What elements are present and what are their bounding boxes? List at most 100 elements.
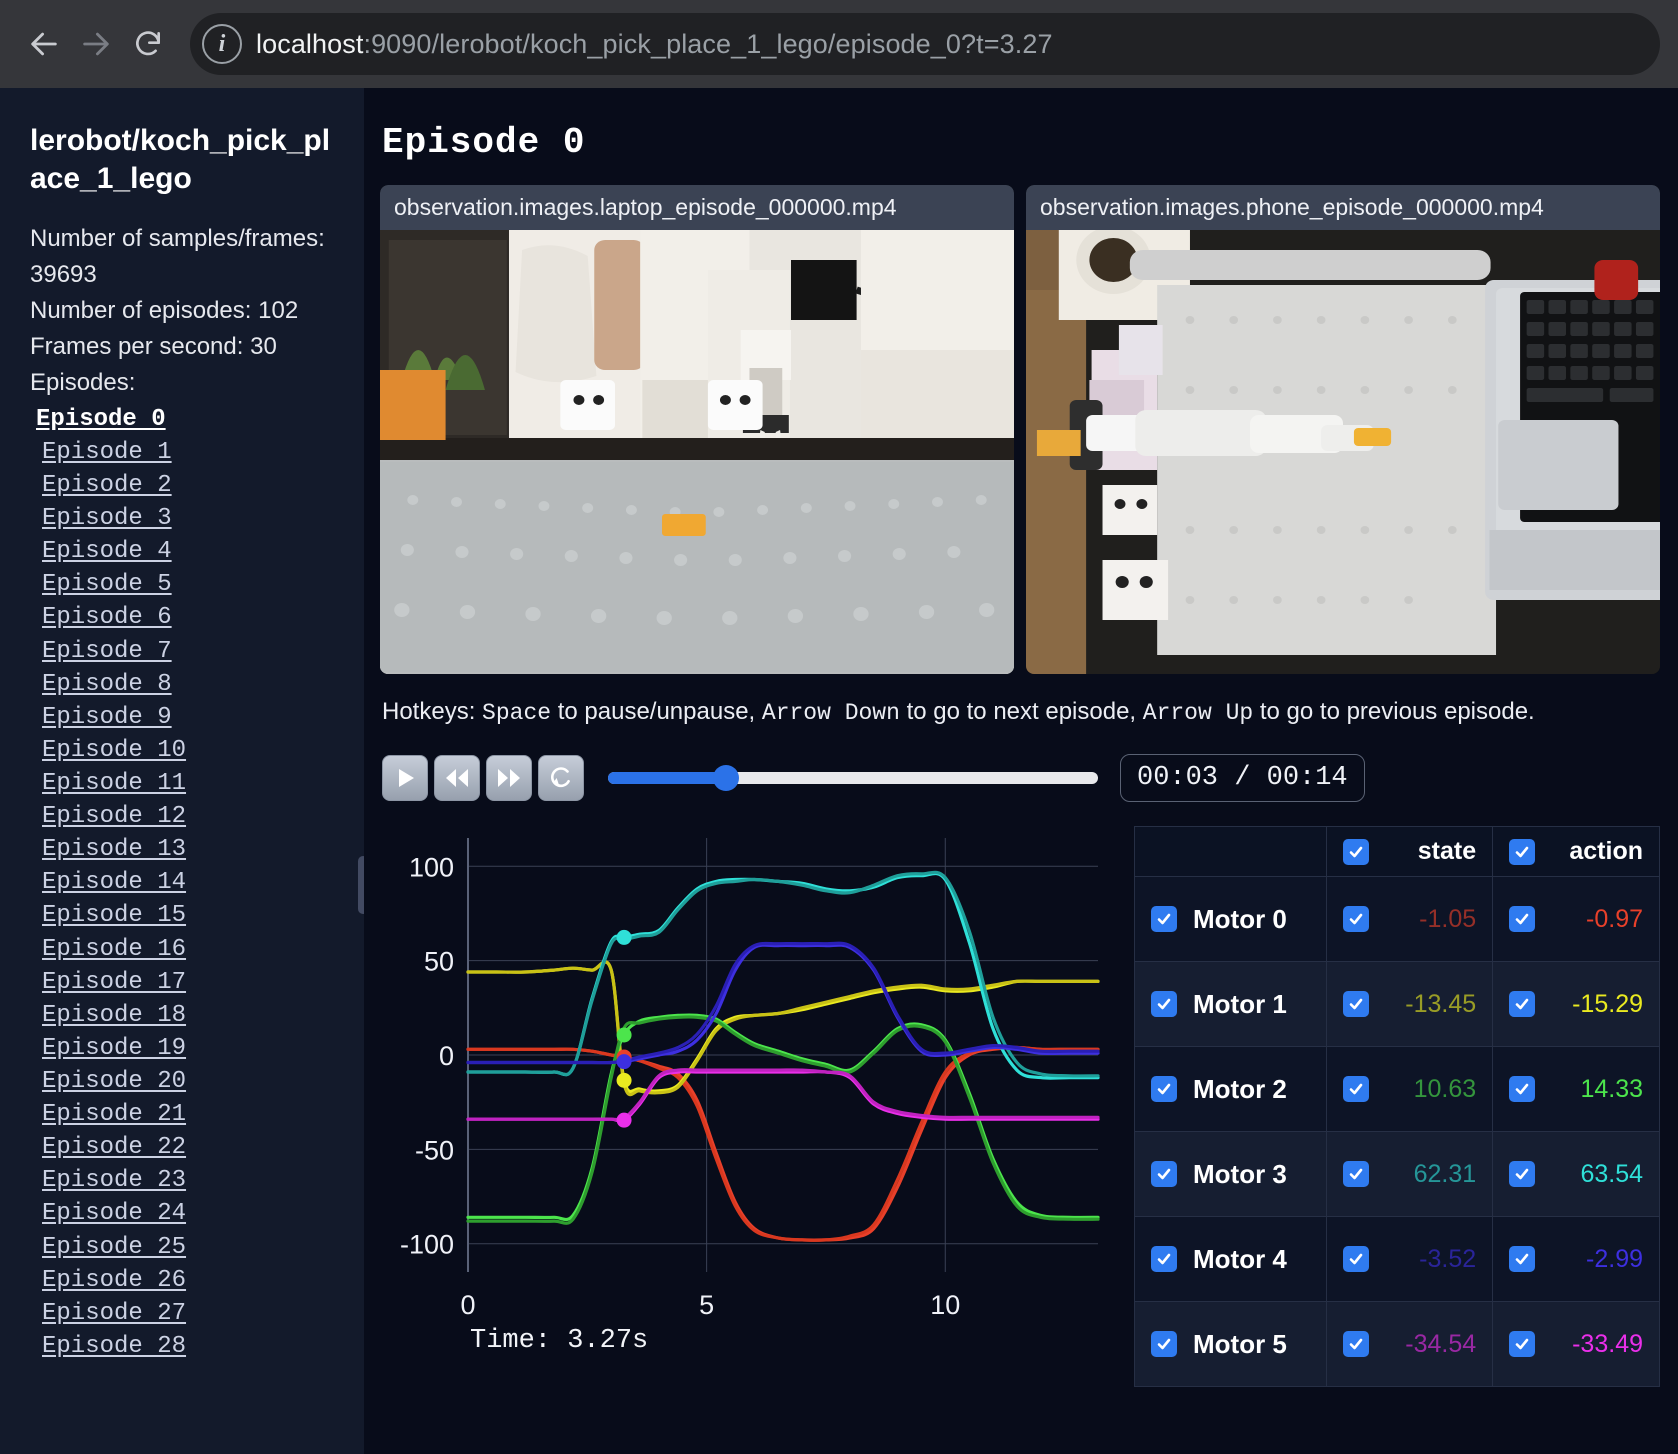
sidebar-resize-handle[interactable] [358,856,364,914]
cell-motor-name: Motor 1 [1133,961,1328,1047]
svg-text:5: 5 [699,1290,714,1320]
hotkeys-text-3: to go to previous episode. [1253,698,1535,725]
action-column-checkbox[interactable] [1509,838,1536,865]
video-caption-phone: observation.images.phone_episode_000000.… [1026,185,1660,230]
episode-link-2[interactable]: Episode 2 [42,472,172,499]
episode-link-8[interactable]: Episode 8 [42,670,172,698]
episode-link-19[interactable]: Episode 19 [42,1034,187,1062]
motor-label: Motor 1 [1193,988,1287,1019]
episode-link-25[interactable]: Episode 25 [42,1233,187,1261]
episode-link-18[interactable]: Episode 18 [42,1001,187,1029]
action-cell-checkbox[interactable] [1509,991,1536,1017]
episode-link-5[interactable]: Episode 5 [42,571,172,599]
action-cell-checkbox[interactable] [1509,906,1536,932]
motor-table-body: Motor 0 -1.05 -0.97 Motor 1 -13.45 -15.29 Moto… [1133,876,1660,1387]
reload-icon[interactable] [122,18,174,70]
episode-link-14[interactable]: Episode 14 [42,869,187,897]
motor-row-checkbox[interactable] [1151,1076,1177,1102]
action-cell-checkbox[interactable] [1509,1076,1536,1102]
motor-row-checkbox[interactable] [1151,991,1177,1017]
action-cell-checkbox[interactable] [1509,1331,1536,1357]
cell-state: -1.05 [1326,876,1494,962]
episode-link-11[interactable]: Episode 11 [42,769,187,797]
header-cell-blank [1133,826,1328,877]
main-content: Episode 0 observation.images.laptop_epis… [364,88,1678,1454]
episode-link-10[interactable]: Episode 10 [42,736,187,764]
episode-link-20[interactable]: Episode 20 [42,1067,187,1095]
action-cell-checkbox[interactable] [1509,1161,1536,1187]
cell-action: -2.99 [1492,1216,1660,1302]
motor-label: Motor 3 [1193,1158,1287,1189]
rewind-icon[interactable] [434,755,480,801]
episode-link-22[interactable]: Episode 22 [42,1134,187,1162]
cell-motor-name: Motor 0 [1133,876,1328,962]
episode-link-7[interactable]: Episode 7 [42,637,172,665]
episode-link-21[interactable]: Episode 21 [42,1101,187,1129]
site-info-icon[interactable]: i [202,24,242,64]
motor-label: Motor 0 [1193,903,1287,934]
state-value: -34.54 [1405,1329,1477,1358]
action-value: 14.33 [1580,1074,1643,1103]
video-player-laptop[interactable] [380,230,1014,674]
page-title: Episode 0 [382,122,586,163]
action-value: 63.54 [1580,1159,1643,1188]
cell-motor-name: Motor 2 [1133,1046,1328,1132]
episode-link-28[interactable]: Episode 28 [42,1332,187,1360]
episode-link-3[interactable]: Episode 3 [42,505,172,533]
episode-link-26[interactable]: Episode 26 [42,1266,187,1294]
seek-bar[interactable] [608,755,1098,801]
back-arrow-icon[interactable] [18,18,70,70]
header-label-action: action [1569,837,1643,865]
episode-link-23[interactable]: Episode 23 [42,1167,187,1195]
state-cell-checkbox[interactable] [1343,1076,1370,1102]
table-row: Motor 5 -34.54 -33.49 [1133,1301,1660,1387]
hotkey-arrow-down: Arrow Down [761,700,900,726]
episode-link-16[interactable]: Episode 16 [42,935,187,963]
state-cell-checkbox[interactable] [1343,1331,1370,1357]
episode-list: Episode 0 Episode 1 Episode 2 Episode 3 Epis… [30,403,340,1363]
episode-link-24[interactable]: Episode 24 [42,1200,187,1228]
episode-link-12[interactable]: Episode 12 [42,803,187,831]
state-cell-checkbox[interactable] [1343,991,1370,1017]
stat-samples: Number of samples/frames: 39693 [30,224,325,288]
state-cell-checkbox[interactable] [1343,906,1370,932]
motor-row-checkbox[interactable] [1151,1331,1177,1357]
cell-motor-name: Motor 4 [1133,1216,1328,1302]
address-bar[interactable]: i localhost:9090/lerobot/koch_pick_place… [190,13,1660,75]
browser-toolbar: i localhost:9090/lerobot/koch_pick_place… [0,0,1678,88]
play-icon[interactable] [382,755,428,801]
action-value: -2.99 [1586,1244,1643,1273]
motor-row-checkbox[interactable] [1151,906,1177,932]
state-cell-checkbox[interactable] [1343,1246,1370,1272]
episode-link-9[interactable]: Episode 9 [42,703,172,731]
episode-link-6[interactable]: Episode 6 [42,604,172,632]
episode-link-17[interactable]: Episode 17 [42,968,187,996]
hotkeys-hint: Hotkeys: Space to pause/unpause, Arrow D… [382,698,1660,726]
motor-row-checkbox[interactable] [1151,1246,1177,1272]
bottom-panel: 100 50 0 -50 -100 0 5 10 Time: 3.27s state [380,820,1660,1387]
action-cell-checkbox[interactable] [1509,1246,1536,1272]
sidebar: lerobot/koch_pick_place_1_lego Number of… [0,88,364,1454]
timeseries-chart[interactable]: 100 50 0 -50 -100 0 5 10 Time: 3.27s [380,820,1120,1387]
video-player-phone[interactable] [1026,230,1660,674]
table-row: Motor 1 -13.45 -15.29 [1133,961,1660,1047]
episode-link-27[interactable]: Episode 27 [42,1299,187,1327]
state-value: 62.31 [1413,1159,1477,1188]
seek-thumb[interactable] [712,765,739,791]
stat-fps: Frames per second: 30 [30,332,277,360]
episode-link-0[interactable]: Episode 0 [36,405,166,433]
motor-row-checkbox[interactable] [1151,1161,1177,1187]
loop-icon[interactable] [538,755,584,801]
episode-link-4[interactable]: Episode 4 [42,538,172,566]
state-column-checkbox[interactable] [1343,838,1370,865]
episode-link-13[interactable]: Episode 13 [42,836,187,864]
fast-forward-icon[interactable] [486,755,532,801]
forward-arrow-icon[interactable] [70,18,122,70]
episode-link-1[interactable]: Episode 1 [42,438,172,466]
state-cell-checkbox[interactable] [1343,1161,1370,1187]
episode-link-15[interactable]: Episode 15 [42,902,187,930]
state-value: 10.63 [1413,1074,1477,1103]
cell-state: 10.63 [1326,1046,1494,1132]
svg-text:10: 10 [930,1290,960,1320]
